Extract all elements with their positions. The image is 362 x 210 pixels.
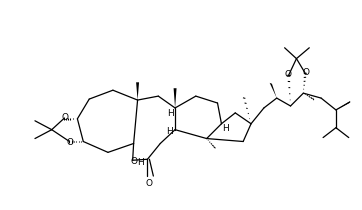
Text: O: O bbox=[284, 70, 291, 79]
Text: H: H bbox=[167, 109, 173, 118]
Text: O: O bbox=[146, 179, 153, 188]
Text: O: O bbox=[67, 138, 74, 147]
Polygon shape bbox=[136, 82, 139, 100]
Polygon shape bbox=[174, 88, 177, 108]
Text: H: H bbox=[137, 158, 144, 167]
Polygon shape bbox=[270, 83, 277, 98]
Text: O: O bbox=[303, 68, 310, 77]
Text: O: O bbox=[130, 157, 137, 166]
Polygon shape bbox=[336, 101, 350, 110]
Text: H: H bbox=[222, 124, 229, 133]
Text: O: O bbox=[61, 113, 68, 122]
Text: H: H bbox=[166, 127, 173, 136]
